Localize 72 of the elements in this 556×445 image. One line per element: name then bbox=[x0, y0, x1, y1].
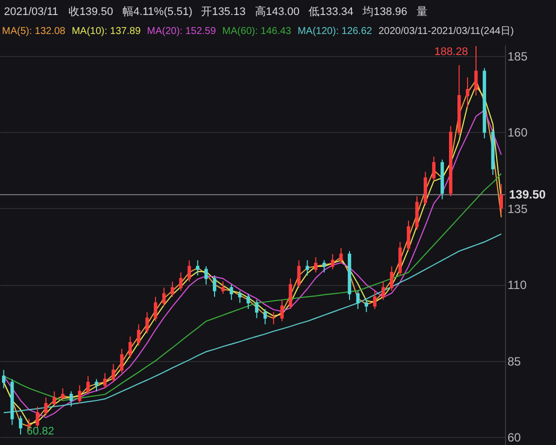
candlestick bbox=[103, 372, 107, 389]
candlestick bbox=[120, 348, 124, 374]
candlestick bbox=[356, 290, 360, 310]
candlestick bbox=[145, 312, 149, 334]
y-tick-label: 85 bbox=[508, 354, 522, 368]
chart-subtitle: 2020/03/11-2021/03/11(244日) bbox=[378, 26, 514, 37]
text: MA(20): 152.59 bbox=[147, 26, 216, 37]
candlestick bbox=[212, 274, 216, 298]
candlestick bbox=[70, 390, 73, 408]
candlestick bbox=[18, 415, 22, 436]
candlestick bbox=[154, 296, 158, 322]
text: 收139.50 bbox=[68, 6, 114, 18]
candlestick bbox=[52, 390, 56, 408]
y-tick-label: 60 bbox=[508, 430, 522, 445]
text: 幅4.11%(5.51) bbox=[122, 6, 192, 18]
line-series bbox=[3, 233, 502, 414]
candlestick bbox=[390, 266, 394, 292]
candlestick bbox=[136, 324, 140, 346]
candlestick bbox=[373, 290, 376, 310]
ref-line-label: 139.50 bbox=[509, 188, 546, 202]
text: MA(60): 146.43 bbox=[222, 26, 292, 37]
candlestick bbox=[112, 363, 116, 383]
candlestick bbox=[314, 256, 318, 273]
candlestick bbox=[246, 293, 250, 310]
y-tick-label: 135 bbox=[508, 202, 528, 216]
candlestick bbox=[330, 254, 334, 270]
text: 2021/03/11 bbox=[4, 6, 58, 18]
candlestick bbox=[44, 396, 48, 416]
text: 均138.96 bbox=[362, 6, 408, 18]
candlestick bbox=[364, 299, 368, 313]
y-tick-label: 185 bbox=[508, 49, 528, 64]
text: 低133.34 bbox=[308, 6, 354, 18]
candlestick bbox=[196, 260, 200, 276]
candlestick bbox=[406, 220, 410, 252]
candlestick bbox=[263, 308, 267, 325]
candlestick bbox=[2, 370, 6, 389]
text: 高143.00 bbox=[254, 5, 300, 18]
candlestick bbox=[238, 290, 242, 304]
candlestick bbox=[280, 299, 284, 322]
annotation: 60.82 bbox=[26, 426, 54, 438]
candlestick bbox=[188, 260, 191, 282]
candlestick bbox=[36, 406, 40, 428]
candlestick bbox=[466, 76, 470, 108]
y-tick-label: 110 bbox=[508, 278, 527, 292]
candlestick bbox=[61, 388, 64, 401]
candlestick bbox=[432, 156, 436, 182]
candlestick bbox=[306, 260, 309, 276]
text: 量 bbox=[416, 6, 428, 18]
text: 开135.13 bbox=[200, 6, 246, 18]
candlestick bbox=[204, 266, 208, 286]
candlestick bbox=[288, 278, 292, 310]
y-tick-label: 160 bbox=[508, 126, 528, 140]
candlestick bbox=[128, 336, 132, 358]
candlestick bbox=[322, 260, 326, 273]
candlestick bbox=[162, 287, 166, 306]
candlestick bbox=[500, 184, 503, 214]
candlestick bbox=[78, 384, 82, 404]
candlestick bbox=[339, 248, 343, 264]
annotation: 188.28 bbox=[434, 46, 468, 58]
candlestick bbox=[170, 281, 174, 298]
candlestick bbox=[179, 272, 182, 292]
candlestick bbox=[86, 376, 90, 395]
candlestick bbox=[382, 281, 385, 300]
candlestick bbox=[297, 260, 301, 288]
candlestick bbox=[94, 378, 98, 392]
candlestick bbox=[221, 281, 225, 294]
text: MA(5): 132.08 bbox=[2, 26, 66, 37]
candlestick bbox=[255, 299, 258, 319]
text: MA(10): 137.89 bbox=[72, 26, 142, 37]
text: MA(120): 126.62 bbox=[298, 26, 373, 37]
candlestick bbox=[230, 284, 234, 300]
candlestick bbox=[474, 45, 478, 96]
